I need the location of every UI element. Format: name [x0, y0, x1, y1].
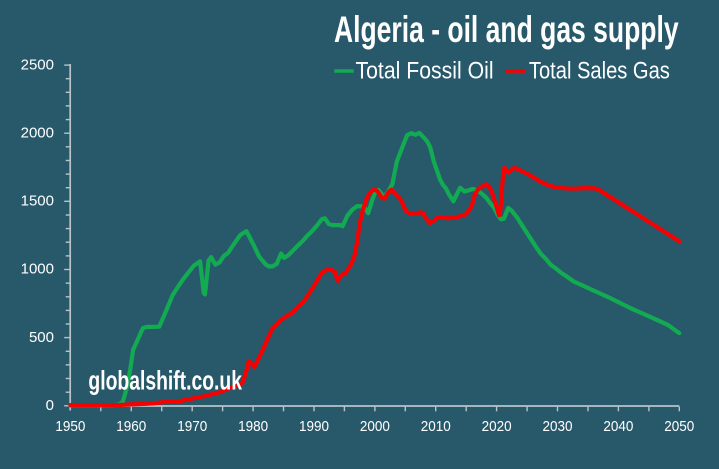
svg-text:1500: 1500	[21, 193, 54, 210]
svg-text:1960: 1960	[116, 418, 146, 435]
svg-text:0: 0	[46, 397, 54, 414]
svg-text:2030: 2030	[543, 418, 573, 435]
svg-text:2000: 2000	[360, 418, 390, 435]
svg-text:1990: 1990	[299, 418, 329, 435]
svg-text:2010: 2010	[421, 418, 451, 435]
svg-text:2040: 2040	[603, 418, 633, 435]
svg-text:1950: 1950	[55, 418, 85, 435]
svg-text:1000: 1000	[21, 261, 54, 278]
svg-text:500: 500	[29, 329, 54, 346]
svg-text:Total Fossil Oil: Total Fossil Oil	[356, 56, 494, 84]
svg-text:globalshift.co.uk: globalshift.co.uk	[88, 365, 242, 395]
svg-text:2000: 2000	[21, 124, 54, 141]
svg-text:2020: 2020	[482, 418, 512, 435]
svg-text:2500: 2500	[21, 56, 54, 73]
svg-text:Total Sales Gas: Total Sales Gas	[529, 57, 670, 84]
svg-text:1980: 1980	[238, 418, 268, 435]
svg-text:1970: 1970	[177, 418, 207, 435]
svg-text:2050: 2050	[664, 418, 694, 435]
svg-text:Algeria - oil and gas supply: Algeria - oil and gas supply	[334, 9, 679, 50]
